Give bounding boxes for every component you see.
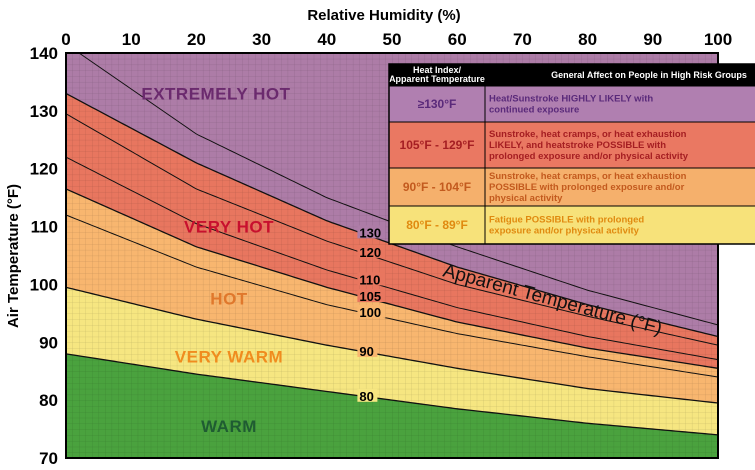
legend-range: 90°F - 104°F (403, 180, 471, 194)
zone-label-very-hot: VERY HOT (184, 217, 274, 236)
x-tick-label: 50 (383, 30, 402, 49)
y-axis-title: Air Temperature (°F) (5, 184, 22, 328)
curve-label-110: 110 (359, 272, 380, 287)
curve-label-105: 105 (359, 289, 381, 304)
y-tick-label: 80 (39, 391, 58, 410)
curve-120 (66, 113, 718, 346)
curve-80 (66, 353, 718, 436)
curve-label-120: 120 (359, 245, 381, 260)
legend-range: 105°F - 129°F (400, 138, 475, 152)
zone-labels: WARM VERY WARM HOT VERY HOT EXTREMELY HOT (141, 84, 290, 436)
x-tick-label: 60 (448, 30, 467, 49)
curve-label-bg (357, 244, 386, 258)
curve-label-bg (357, 304, 386, 318)
x-tick-label: 100 (704, 30, 732, 49)
x-tick-label: 40 (317, 30, 336, 49)
y-tick-label: 140 (30, 44, 58, 63)
curve-label-bg (357, 343, 378, 357)
y-tick-label: 70 (39, 449, 58, 468)
y-tick-label: 120 (30, 160, 58, 179)
legend-table: Heat Index/Apparent Temperature General A… (388, 63, 755, 245)
x-axis-title: Relative Humidity (%) (307, 7, 460, 24)
curve-100 (66, 214, 718, 378)
x-tick-label: 0 (61, 30, 70, 49)
y-tick-label: 90 (39, 333, 58, 352)
legend-effect: Fatigue POSSIBLE with prolonged exposure … (489, 215, 644, 237)
y-tick-label: 130 (30, 102, 58, 121)
curve-label-100: 100 (359, 305, 381, 320)
y-tick-label: 100 (30, 275, 58, 294)
legend-effect: Sunstroke, heat cramps, or heat exhausti… (489, 171, 687, 204)
legend-header-effect: General Affect on People in High Risk Gr… (551, 70, 747, 80)
curve-label-bg (357, 289, 386, 302)
curve-110 (66, 156, 718, 361)
plot-frame (65, 52, 719, 459)
zone-label-hot: HOT (210, 290, 248, 309)
curve-label-90: 90 (359, 344, 373, 359)
x-tick-label: 70 (513, 30, 532, 49)
legend-header (389, 64, 755, 86)
legend-header-range: Heat Index/Apparent Temperature (389, 65, 485, 84)
legend-row: ≥130°F Heat/Sunstroke HIGHLY LIKELY with c… (388, 85, 755, 123)
curve-label-bg (357, 272, 386, 286)
zone-label-warm: WARM (201, 417, 257, 436)
zone-label-extremely-hot: EXTREMELY HOT (141, 84, 290, 103)
curve-label-80: 80 (359, 389, 373, 404)
x-tick-label: 20 (187, 30, 206, 49)
curve-label-bg (357, 388, 378, 402)
legend-row: 80°F - 89°F Fatigue POSSIBLE with prolong… (388, 205, 755, 245)
curve-90 (66, 286, 718, 404)
legend-row: 105°F - 129°F Sunstroke, heat cramps, or … (388, 121, 755, 169)
curve-label-130: 130 (359, 225, 381, 240)
x-tick-labels: 0 10 20 30 40 50 60 70 80 90 100 (61, 30, 732, 49)
x-tick-label: 10 (122, 30, 141, 49)
y-tick-labels: 70 80 90 100 110 120 130 140 (30, 44, 58, 468)
x-tick-label: 90 (643, 30, 662, 49)
x-tick-label: 80 (578, 30, 597, 49)
legend-effect: Heat/Sunstroke HIGHLY LIKELY with continu… (489, 94, 653, 116)
legend-effect: Sunstroke, heat cramps, or heat exhausti… (489, 129, 689, 162)
zone-label-very-warm: VERY WARM (175, 348, 283, 367)
curve-105 (66, 188, 718, 369)
curve-label-bg (357, 225, 386, 239)
x-tick-label: 30 (252, 30, 271, 49)
legend-range: 80°F - 89°F (406, 218, 468, 232)
legend-row: 90°F - 104°F Sunstroke, heat cramps, or h… (388, 167, 755, 207)
y-tick-label: 110 (31, 218, 58, 237)
legend-range: ≥130°F (418, 97, 457, 111)
